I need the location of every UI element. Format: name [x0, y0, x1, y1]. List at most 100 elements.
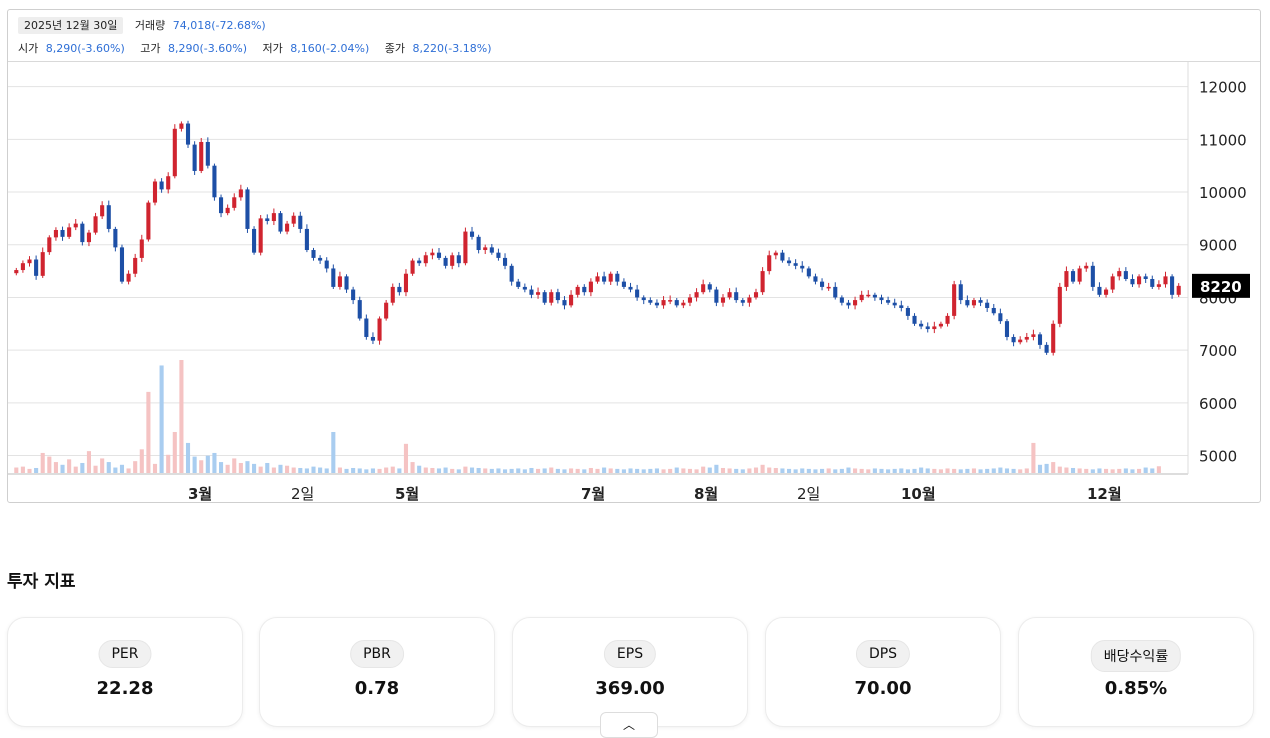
- volume-bar: [1156, 466, 1161, 473]
- candle-body: [1117, 271, 1122, 277]
- volume-bar: [687, 468, 693, 473]
- price-info-header: 2025년 12월 30일 거래량 74,018(-72.68%) 시가 8,2…: [8, 10, 1260, 62]
- y-tick-label: 5000: [1199, 448, 1237, 466]
- volume-bar: [793, 469, 798, 473]
- candle-body: [1123, 271, 1128, 279]
- volume-bar: [185, 442, 191, 473]
- candle-body: [1097, 286, 1102, 295]
- candle-body: [760, 271, 765, 293]
- candle-body: [846, 302, 851, 306]
- volume-bar: [701, 466, 706, 473]
- candle-body: [232, 197, 237, 208]
- candle-body: [965, 300, 970, 306]
- candle-body: [978, 300, 983, 303]
- volume-bar: [833, 469, 838, 473]
- volume-bar: [133, 461, 138, 473]
- volume-bar: [1143, 467, 1148, 473]
- candle-body: [1077, 268, 1082, 282]
- candle-body: [40, 252, 45, 276]
- open-label: 시가: [18, 42, 39, 55]
- volume-bar: [502, 469, 508, 473]
- volume-bar: [773, 467, 778, 473]
- candle-body: [370, 336, 375, 341]
- candle-body: [522, 286, 527, 290]
- volume-bar: [113, 467, 118, 473]
- volume-bar: [786, 468, 792, 473]
- volume-bar: [27, 468, 32, 473]
- candle-body: [166, 176, 171, 190]
- volume-bar: [496, 468, 501, 473]
- candle-body: [562, 300, 567, 306]
- metric-card-pbr: PBR 0.78: [259, 617, 495, 727]
- volume-bar: [93, 465, 98, 473]
- x-tick-label: 2일: [291, 485, 314, 502]
- candle-body: [285, 223, 290, 232]
- candle-body: [701, 284, 706, 293]
- candle-body: [106, 205, 111, 229]
- candle-body: [397, 286, 402, 293]
- candle-body: [991, 307, 996, 314]
- metric-card-per: PER 22.28: [7, 617, 243, 727]
- metric-card-dps: DPS 70.00: [765, 617, 1001, 727]
- volume-bar: [139, 449, 144, 473]
- metric-label: PBR: [350, 640, 404, 668]
- volume-bar: [985, 468, 990, 473]
- volume-bar: [397, 468, 402, 473]
- volume-bar: [318, 467, 323, 473]
- candle-body: [1150, 279, 1155, 287]
- volume-bar: [443, 467, 448, 473]
- candle-body: [278, 213, 283, 232]
- candle-body: [86, 232, 91, 243]
- volume-bar: [384, 467, 389, 473]
- y-tick-label: 12000: [1199, 79, 1247, 97]
- x-tick-label: 10월: [901, 485, 936, 502]
- collapse-toggle-button[interactable]: ︿: [600, 712, 658, 738]
- volume-bar: [370, 468, 375, 473]
- candle-body: [152, 181, 158, 203]
- candle-body: [436, 252, 442, 258]
- candle-body: [919, 323, 924, 327]
- candle-body: [747, 297, 752, 303]
- candle-body: [1084, 265, 1089, 269]
- candle-body: [483, 247, 488, 251]
- volume-bar: [767, 467, 772, 473]
- candle-body: [410, 260, 415, 274]
- volume-bar: [555, 468, 560, 473]
- volume-bar: [1011, 468, 1016, 473]
- candle-body: [469, 231, 475, 237]
- candle-body: [509, 265, 514, 282]
- y-tick-label: 6000: [1199, 395, 1237, 413]
- candle-body: [952, 284, 957, 316]
- candle-body: [998, 313, 1003, 322]
- volume-bar: [60, 464, 65, 473]
- candle-body: [668, 300, 673, 302]
- candle-body: [199, 141, 204, 171]
- candle-body: [67, 227, 72, 237]
- volume-bar: [351, 467, 356, 473]
- candle-body: [886, 300, 891, 303]
- volume-bar: [324, 468, 329, 473]
- volume-bar: [67, 459, 72, 473]
- volume-bar: [252, 463, 257, 473]
- candle-body: [139, 239, 144, 258]
- volume-bar: [516, 468, 521, 473]
- metric-label: EPS: [603, 640, 657, 668]
- candle-body: [238, 189, 243, 198]
- volume-bar: [86, 451, 91, 473]
- volume-bar: [608, 468, 613, 473]
- candle-body: [423, 255, 428, 264]
- volume-bar: [826, 468, 831, 473]
- candle-body: [291, 215, 296, 224]
- candle-body: [971, 300, 977, 306]
- volume-bar: [886, 469, 891, 473]
- volume-bar: [740, 469, 745, 473]
- low-value: 8,160(-2.04%): [290, 42, 370, 55]
- metric-value: 70.00: [854, 678, 912, 699]
- volume-bar: [978, 469, 983, 473]
- candle-body: [390, 286, 395, 303]
- volume-bar: [430, 467, 435, 473]
- volume-bar: [932, 468, 937, 473]
- close-value: 8,220(-3.18%): [412, 42, 492, 55]
- candle-body: [714, 289, 719, 303]
